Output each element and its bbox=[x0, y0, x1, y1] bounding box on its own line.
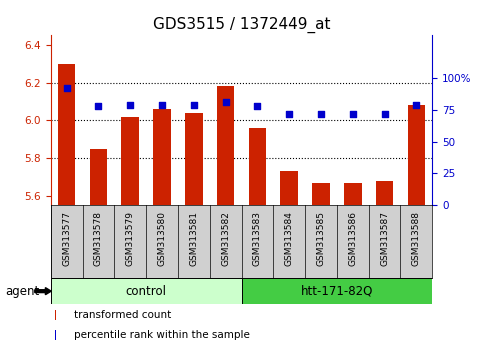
Point bbox=[285, 111, 293, 116]
Point bbox=[127, 102, 134, 108]
Point bbox=[412, 102, 420, 108]
Text: GSM313587: GSM313587 bbox=[380, 211, 389, 266]
Text: GSM313586: GSM313586 bbox=[348, 211, 357, 266]
Text: transformed count: transformed count bbox=[73, 310, 171, 320]
Bar bbox=[312, 183, 330, 205]
Bar bbox=[90, 149, 107, 205]
Text: agent: agent bbox=[5, 285, 39, 298]
Bar bbox=[55, 330, 56, 340]
Point bbox=[349, 111, 356, 116]
Text: GSM313585: GSM313585 bbox=[316, 211, 326, 266]
Text: control: control bbox=[126, 285, 167, 298]
Bar bbox=[242, 278, 432, 304]
Bar bbox=[344, 183, 362, 205]
Bar bbox=[249, 128, 266, 205]
Text: GSM313578: GSM313578 bbox=[94, 211, 103, 266]
Bar bbox=[408, 105, 425, 205]
Text: GSM313584: GSM313584 bbox=[284, 211, 294, 266]
Point bbox=[63, 85, 71, 91]
Text: GSM313581: GSM313581 bbox=[189, 211, 199, 266]
Text: GSM313582: GSM313582 bbox=[221, 211, 230, 266]
Text: GSM313588: GSM313588 bbox=[412, 211, 421, 266]
Bar bbox=[121, 116, 139, 205]
Point bbox=[190, 102, 198, 108]
Bar bbox=[58, 64, 75, 205]
Point bbox=[222, 99, 229, 105]
Point bbox=[158, 102, 166, 108]
Bar bbox=[55, 310, 56, 320]
Bar bbox=[376, 181, 393, 205]
Point bbox=[254, 103, 261, 109]
Point bbox=[317, 111, 325, 116]
Title: GDS3515 / 1372449_at: GDS3515 / 1372449_at bbox=[153, 16, 330, 33]
Text: percentile rank within the sample: percentile rank within the sample bbox=[73, 330, 250, 340]
Text: htt-171-82Q: htt-171-82Q bbox=[301, 285, 373, 298]
Bar bbox=[281, 171, 298, 205]
Bar bbox=[217, 86, 234, 205]
Text: GSM313579: GSM313579 bbox=[126, 211, 135, 266]
Bar bbox=[185, 113, 202, 205]
Text: GSM313580: GSM313580 bbox=[157, 211, 167, 266]
Text: GSM313577: GSM313577 bbox=[62, 211, 71, 266]
Bar bbox=[153, 109, 171, 205]
Point bbox=[95, 103, 102, 109]
Bar bbox=[51, 278, 242, 304]
Point bbox=[381, 111, 388, 116]
Text: GSM313583: GSM313583 bbox=[253, 211, 262, 266]
